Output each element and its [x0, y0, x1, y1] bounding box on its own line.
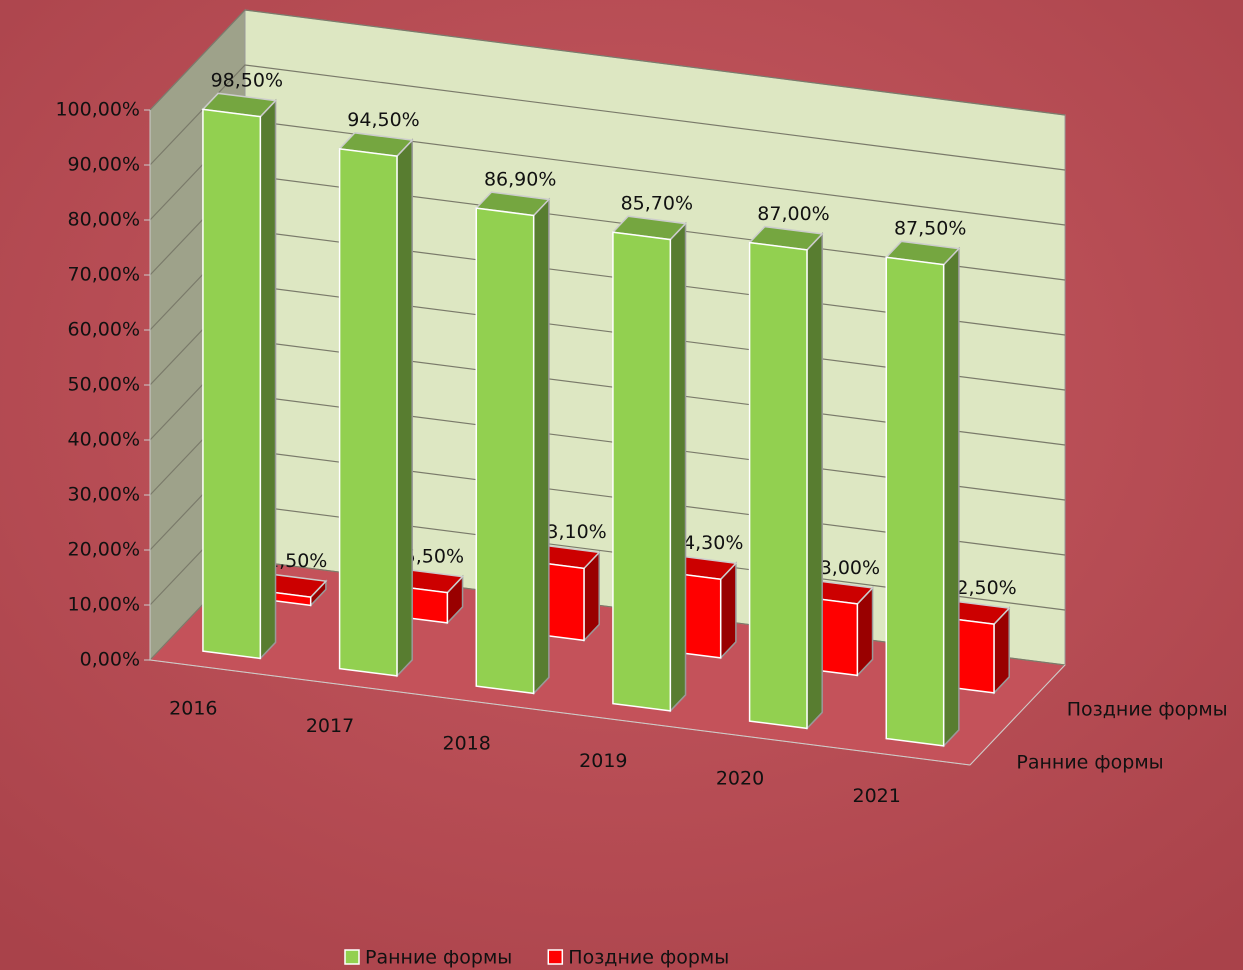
bar-side [397, 140, 412, 676]
bar [613, 232, 670, 711]
value-label: 87,50% [894, 218, 966, 240]
x-tick-label: 2018 [442, 732, 490, 754]
value-label: 85,70% [621, 192, 693, 214]
x-tick-label: 2021 [852, 785, 900, 807]
x-tick-label: 2019 [579, 750, 627, 772]
bar [750, 243, 807, 729]
y-tick-label: 50,00% [68, 374, 140, 396]
value-label: 98,50% [211, 70, 283, 92]
y-tick-label: 70,00% [68, 264, 140, 286]
y-tick-label: 100,00% [55, 99, 140, 121]
x-tick-label: 2016 [169, 697, 217, 719]
depth-tick-label: Поздние формы [1067, 699, 1228, 721]
bar [476, 208, 533, 693]
y-tick-label: 20,00% [68, 539, 140, 561]
bar-side [260, 101, 275, 659]
legend-swatch [345, 950, 359, 964]
bar-side [534, 199, 549, 693]
value-label: 94,50% [347, 109, 419, 131]
value-label: 86,90% [484, 168, 556, 190]
y-tick-label: 90,00% [68, 154, 140, 176]
y-tick-label: 40,00% [68, 429, 140, 451]
legend-swatch [548, 950, 562, 964]
bar [886, 257, 943, 746]
y-tick-label: 30,00% [68, 484, 140, 506]
x-tick-label: 2020 [716, 767, 764, 789]
depth-tick-label: Ранние формы [1016, 752, 1163, 774]
bar [340, 149, 397, 676]
y-tick-label: 80,00% [68, 209, 140, 231]
y-tick-label: 0,00% [80, 649, 140, 671]
legend-label: Ранние формы [365, 947, 512, 969]
legend-label: Поздние формы [568, 947, 729, 969]
bar [203, 109, 260, 658]
y-tick-label: 10,00% [68, 594, 140, 616]
chart: 0,00% 10,00% 20,00% 30,00% 40,00% 50,00% 60,00… [0, 0, 1243, 970]
y-tick-label: 60,00% [68, 319, 140, 341]
bar-side [944, 249, 959, 746]
bar-side [807, 234, 822, 729]
x-tick-label: 2017 [306, 715, 354, 737]
bar-side [670, 224, 685, 711]
value-label: 87,00% [757, 203, 829, 225]
